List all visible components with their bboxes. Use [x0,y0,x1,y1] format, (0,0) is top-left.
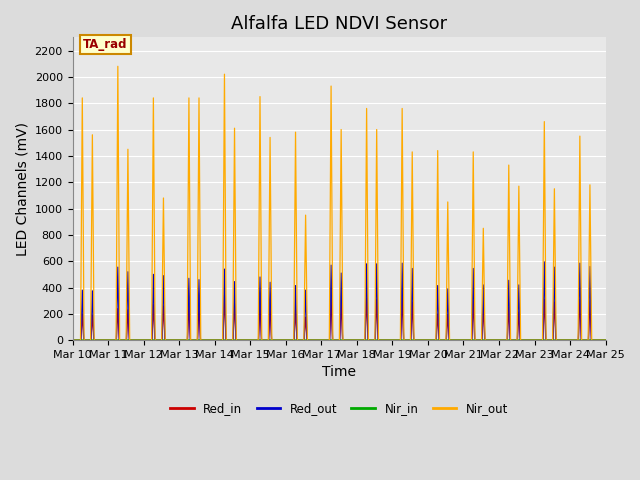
Nir_in [68,337,76,343]
Nir_out [433,274,440,280]
Nir_in [433,337,440,343]
Legend: Red_in, Red_out, Nir_in, Nir_out: Red_in, Red_out, Nir_in, Nir_out [166,397,513,420]
Line: Nir_out: Nir_out [72,66,605,340]
Red_in [433,332,440,338]
Text: TA_rad: TA_rad [83,38,128,51]
Red_in [221,293,228,299]
Red_in [99,337,107,343]
Red_in [286,337,294,343]
Red_out [289,337,296,343]
Red_out [268,337,276,343]
Nir_in [286,337,294,343]
Red_out [433,337,440,343]
Nir_out [289,337,297,343]
Red_in [289,337,297,343]
Nir_out [286,337,294,343]
Nir_in [602,337,609,343]
X-axis label: Time: Time [322,365,356,380]
Nir_in [268,337,276,343]
Nir_in [99,337,107,343]
Nir_out [182,337,190,343]
Nir_in [289,337,296,343]
Line: Red_out: Red_out [72,262,605,340]
Red_in [68,337,76,343]
Red_out [540,259,548,265]
Nir_out [114,63,122,69]
Red_in [182,337,190,343]
Nir_out [68,337,76,343]
Nir_out [99,337,107,343]
Title: Alfalfa LED NDVI Sensor: Alfalfa LED NDVI Sensor [231,15,447,33]
Nir_out [268,337,276,343]
Red_out [68,337,76,343]
Red_out [602,337,609,343]
Red_out [286,337,294,343]
Y-axis label: LED Channels (mV): LED Channels (mV) [15,122,29,256]
Line: Red_in: Red_in [72,296,605,340]
Nir_in [182,337,190,343]
Nir_out [602,337,609,343]
Red_out [99,337,107,343]
Red_out [182,337,190,343]
Red_in [602,337,609,343]
Red_in [268,337,276,343]
